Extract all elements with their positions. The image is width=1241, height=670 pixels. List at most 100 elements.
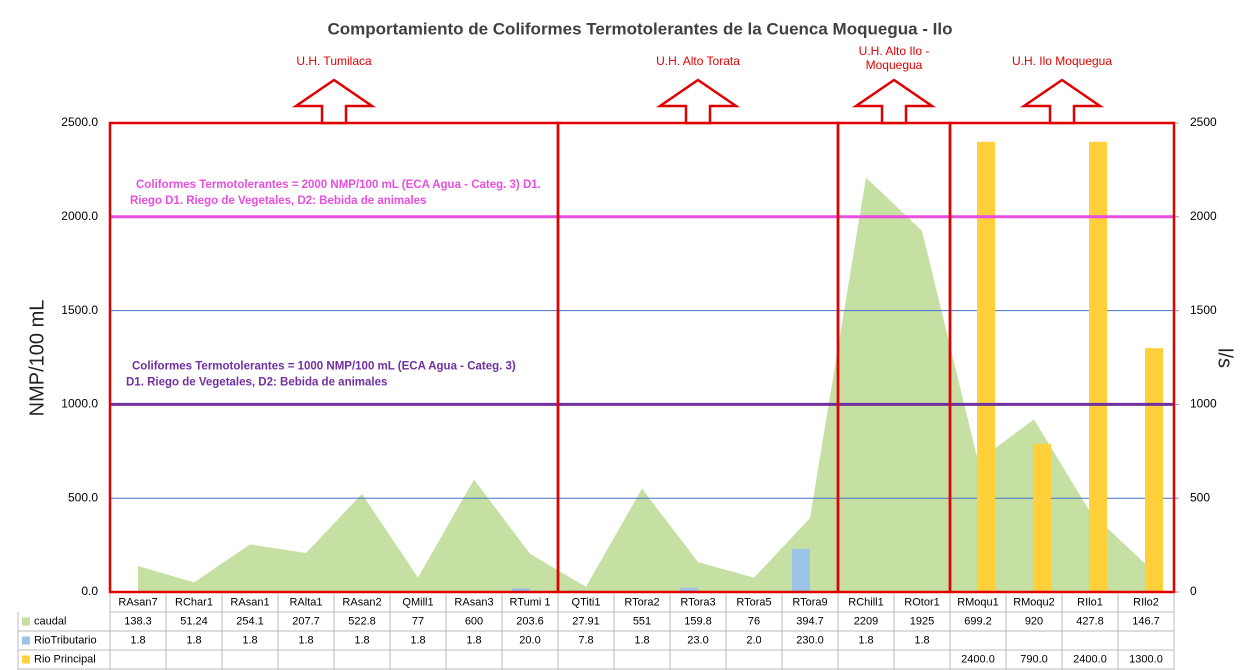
table-value: 1.8 bbox=[410, 634, 425, 646]
bar bbox=[1089, 141, 1107, 592]
table-value: 1.8 bbox=[858, 634, 873, 646]
region-label: U.H. Alto Ilo - bbox=[859, 44, 930, 58]
table-value: 2400.0 bbox=[961, 653, 995, 665]
x-tick-label: RIlo1 bbox=[1077, 596, 1103, 608]
table-value: 1.8 bbox=[466, 634, 481, 646]
reference-label: D1. Riego de Vegetales, D2: Bebida de an… bbox=[126, 376, 387, 388]
bar bbox=[1145, 348, 1163, 592]
table-value: 51.24 bbox=[180, 615, 208, 627]
y-tick-label: 2500.0 bbox=[61, 115, 98, 129]
region-label: U.H. Ilo Moquegua bbox=[1012, 54, 1112, 68]
y2-axis-label: l/s bbox=[1214, 348, 1236, 368]
region-label: Moquegua bbox=[866, 58, 923, 72]
table-value: 1.8 bbox=[130, 634, 145, 646]
table-value: 1.8 bbox=[298, 634, 313, 646]
y2-tick-label: 0 bbox=[1190, 584, 1197, 598]
bar bbox=[680, 587, 698, 592]
reference-label: Coliformes Termotolerantes = 2000 NMP/10… bbox=[136, 179, 541, 191]
y-tick-label: 1000.0 bbox=[61, 397, 98, 411]
x-tick-label: RTora2 bbox=[624, 596, 659, 608]
table-value: 7.8 bbox=[578, 634, 593, 646]
x-tick-label: RChar1 bbox=[175, 596, 213, 608]
legend-label: RioTributario bbox=[34, 634, 97, 646]
bar bbox=[512, 588, 530, 592]
table-value: 23.0 bbox=[687, 634, 708, 646]
table-value: 146.7 bbox=[1132, 615, 1160, 627]
y-tick-label: 2000.0 bbox=[61, 209, 98, 223]
table-value: 1.8 bbox=[242, 634, 257, 646]
table-value: 1925 bbox=[910, 615, 934, 627]
region-box bbox=[556, 121, 840, 594]
region-arrow bbox=[655, 78, 741, 125]
region-label: U.H. Tumilaca bbox=[296, 54, 372, 68]
x-tick-label: RTora9 bbox=[792, 596, 827, 608]
table-value: 159.8 bbox=[684, 615, 712, 627]
chart-title: Comportamiento de Coliformes Termotolera… bbox=[328, 19, 953, 38]
legend-swatch bbox=[22, 636, 30, 645]
table-value: 20.0 bbox=[519, 634, 540, 646]
table-value: 1300.0 bbox=[1129, 653, 1163, 665]
x-tick-label: RAsan2 bbox=[342, 596, 381, 608]
table-value: 77 bbox=[412, 615, 424, 627]
y2-tick-label: 1000 bbox=[1190, 397, 1217, 411]
x-tick-label: RMoqu1 bbox=[957, 596, 999, 608]
y2-tick-label: 2500 bbox=[1190, 115, 1217, 129]
table-value: 394.7 bbox=[796, 615, 824, 627]
x-tick-label: QMill1 bbox=[402, 596, 433, 608]
area-caudal bbox=[138, 177, 1146, 592]
x-tick-label: RTumi 1 bbox=[510, 596, 551, 608]
table-value: 230.0 bbox=[796, 634, 824, 646]
table-value: 1.8 bbox=[634, 634, 649, 646]
table-value: 1.8 bbox=[354, 634, 369, 646]
bar bbox=[1033, 443, 1051, 592]
legend-label: caudal bbox=[34, 615, 66, 627]
table-value: 207.7 bbox=[292, 615, 320, 627]
table-value: 27.91 bbox=[572, 615, 600, 627]
table-value: 699.2 bbox=[964, 615, 992, 627]
reference-label: Riego D1. Riego de Vegetales, D2: Bebida… bbox=[130, 195, 427, 207]
region-label: U.H. Alto Torata bbox=[656, 54, 740, 68]
region-arrow bbox=[851, 78, 937, 125]
table-value: 920 bbox=[1025, 615, 1043, 627]
x-tick-label: RIlo2 bbox=[1133, 596, 1159, 608]
table-value: 790.0 bbox=[1020, 653, 1048, 665]
table-value: 76 bbox=[748, 615, 760, 627]
x-tick-label: RTora3 bbox=[680, 596, 715, 608]
table-value: 2400.0 bbox=[1073, 653, 1107, 665]
region-arrow bbox=[1019, 78, 1105, 125]
y2-tick-label: 500 bbox=[1190, 490, 1210, 504]
region-arrow bbox=[291, 78, 377, 125]
x-tick-label: QTiti1 bbox=[572, 596, 601, 608]
x-tick-label: RChill1 bbox=[848, 596, 883, 608]
x-tick-label: RTora5 bbox=[736, 596, 771, 608]
x-tick-label: RAsan7 bbox=[118, 596, 157, 608]
x-tick-label: RAsan1 bbox=[230, 596, 269, 608]
x-tick-label: RAlta1 bbox=[289, 596, 322, 608]
table-value: 254.1 bbox=[236, 615, 264, 627]
y-tick-label: 500.0 bbox=[68, 490, 98, 504]
table-value: 203.6 bbox=[516, 615, 544, 627]
bar bbox=[792, 548, 810, 592]
x-tick-label: RAsan3 bbox=[454, 596, 493, 608]
table-value: 1.8 bbox=[186, 634, 201, 646]
table-value: 522.8 bbox=[348, 615, 376, 627]
y-axis-label: NMP/100 mL bbox=[26, 300, 48, 417]
reference-label: Coliformes Termotolerantes = 1000 NMP/10… bbox=[132, 360, 516, 372]
table-value: 427.8 bbox=[1076, 615, 1104, 627]
table-value: 551 bbox=[633, 615, 651, 627]
y2-tick-label: 1500 bbox=[1190, 303, 1217, 317]
y2-tick-label: 2000 bbox=[1190, 209, 1217, 223]
y-tick-label: 1500.0 bbox=[61, 303, 98, 317]
legend-swatch bbox=[22, 655, 30, 664]
table-value: 1.8 bbox=[914, 634, 929, 646]
table-value: 138.3 bbox=[124, 615, 152, 627]
bar bbox=[977, 141, 995, 592]
y-tick-label: 0.0 bbox=[81, 584, 98, 598]
x-tick-label: RMoqu2 bbox=[1013, 596, 1055, 608]
table-value: 600 bbox=[465, 615, 483, 627]
legend-swatch bbox=[22, 617, 30, 626]
x-tick-label: ROtor1 bbox=[904, 596, 939, 608]
table-value: 2209 bbox=[854, 615, 878, 627]
legend-label: Rio Principal bbox=[34, 653, 96, 665]
